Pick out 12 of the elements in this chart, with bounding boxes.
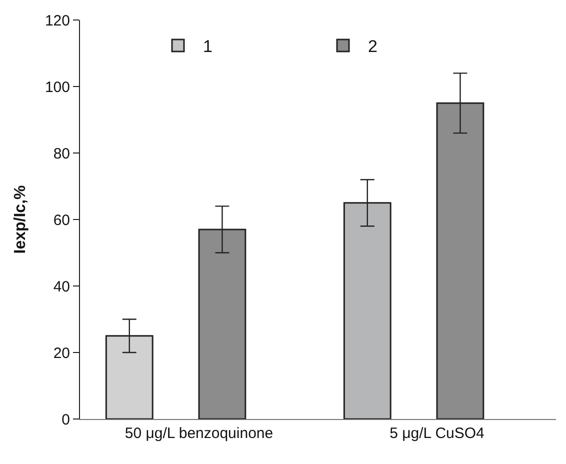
y-tick-label: 20 xyxy=(53,344,70,362)
legend-label: 1 xyxy=(203,37,212,56)
y-tick-label: 40 xyxy=(53,278,70,296)
x-tick-label: 50 μg/L benzoquinone xyxy=(124,425,274,442)
y-tick-label: 120 xyxy=(44,12,70,30)
x-tick-label: 5 μg/L CuSO4 xyxy=(390,425,484,442)
y-axis-title: Iexp/Ic,% xyxy=(12,185,29,254)
y-tick-label: 0 xyxy=(62,411,70,428)
y-tick-label: 100 xyxy=(44,78,70,96)
y-tick-label: 60 xyxy=(53,212,70,229)
y-tick-label: 80 xyxy=(53,145,70,162)
legend-label: 2 xyxy=(368,37,378,56)
